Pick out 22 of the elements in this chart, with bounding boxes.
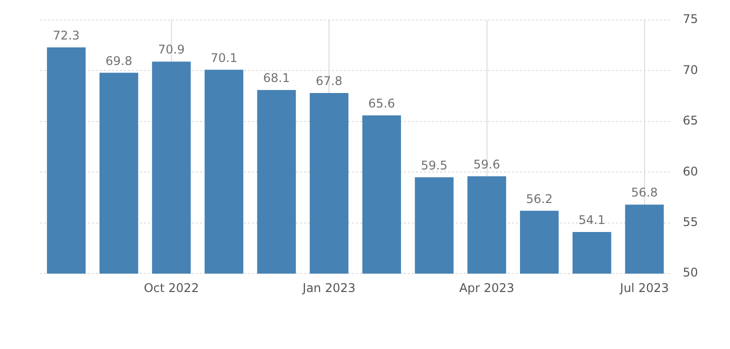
x-tick-label: Jul 2023: [619, 280, 669, 295]
data-label: 56.2: [526, 192, 553, 206]
data-label: 54.1: [578, 213, 606, 228]
x-tick-label: Oct 2022: [144, 280, 199, 295]
x-tick-label: Jan 2023: [302, 280, 356, 295]
x-tick-label: Apr 2023: [459, 280, 514, 295]
y-tick-label: 65: [682, 114, 698, 128]
data-label: 67.8: [316, 74, 342, 88]
data-label: 72.3: [52, 28, 80, 43]
y-tick-label: 55: [682, 215, 698, 230]
y-tick-label: 75: [682, 12, 698, 26]
data-label: 70.1: [210, 50, 238, 65]
y-tick-label: 60: [682, 164, 698, 178]
data-label: 56.8: [631, 186, 658, 200]
data-label: 68.1: [263, 71, 290, 86]
data-label: 65.6: [368, 96, 396, 110]
data-label: 59.5: [420, 158, 448, 172]
data-label: 70.9: [158, 42, 185, 57]
y-tick-label: 50: [682, 266, 698, 280]
data-label: 59.6: [473, 157, 500, 172]
data-label: 69.8: [105, 54, 132, 68]
y-tick-label: 70: [682, 62, 698, 77]
